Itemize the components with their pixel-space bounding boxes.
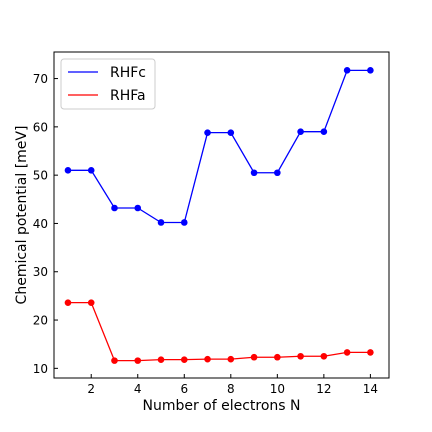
y-tick-label: 50 bbox=[33, 169, 48, 183]
data-point-rhfa bbox=[111, 357, 118, 364]
data-point-rhfc bbox=[321, 128, 328, 135]
data-point-rhfc bbox=[65, 167, 72, 174]
data-point-rhfc bbox=[134, 205, 141, 212]
data-point-rhfa bbox=[297, 353, 304, 360]
y-tick-label: 40 bbox=[33, 217, 48, 231]
data-point-rhfa bbox=[228, 356, 235, 363]
data-point-rhfc bbox=[158, 219, 165, 226]
data-point-rhfc bbox=[344, 67, 351, 74]
data-point-rhfc bbox=[181, 219, 188, 226]
data-point-rhfc bbox=[274, 169, 281, 176]
data-point-rhfc bbox=[111, 205, 118, 212]
legend: RHFc RHFa bbox=[61, 59, 155, 109]
legend-label-rhfc: RHFc bbox=[110, 65, 146, 81]
y-tick-label: 10 bbox=[33, 362, 48, 376]
y-tick-label: 20 bbox=[33, 314, 48, 328]
data-point-rhfa bbox=[274, 354, 281, 361]
y-tick-label: 70 bbox=[33, 72, 48, 86]
data-point-rhfa bbox=[321, 353, 328, 360]
y-tick-label: 30 bbox=[33, 265, 48, 279]
x-tick-label: 12 bbox=[316, 382, 331, 396]
x-axis-label: Number of electrons N bbox=[142, 398, 300, 414]
data-point-rhfa bbox=[134, 357, 141, 364]
x-tick-label: 10 bbox=[270, 382, 285, 396]
data-point-rhfc bbox=[228, 129, 235, 136]
data-point-rhfa bbox=[88, 299, 95, 306]
x-tick-label: 4 bbox=[134, 382, 142, 396]
data-point-rhfa bbox=[367, 349, 374, 356]
data-point-rhfa bbox=[344, 349, 351, 356]
data-point-rhfa bbox=[204, 356, 211, 363]
data-point-rhfc bbox=[367, 67, 374, 74]
data-point-rhfc bbox=[88, 167, 95, 174]
x-tick-label: 8 bbox=[227, 382, 235, 396]
legend-label-rhfa: RHFa bbox=[110, 88, 146, 104]
y-axis-label: Chemical potential [meV] bbox=[14, 126, 30, 305]
data-point-rhfc bbox=[251, 169, 258, 176]
data-point-rhfa bbox=[181, 356, 188, 363]
y-tick-label: 60 bbox=[33, 120, 48, 134]
data-point-rhfc bbox=[297, 128, 304, 135]
data-point-rhfa bbox=[251, 354, 258, 361]
x-tick-label: 6 bbox=[180, 382, 188, 396]
data-point-rhfa bbox=[65, 299, 72, 306]
x-tick-label: 2 bbox=[87, 382, 95, 396]
x-tick-label: 14 bbox=[363, 382, 378, 396]
data-point-rhfa bbox=[158, 356, 165, 363]
data-point-rhfc bbox=[204, 129, 211, 136]
